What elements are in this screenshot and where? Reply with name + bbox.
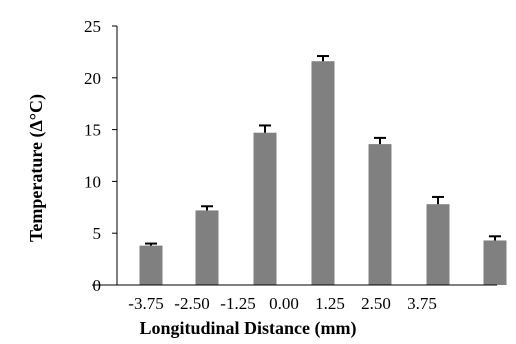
y-tick-label: 20	[84, 69, 101, 88]
x-tick-label: -3.75	[128, 294, 163, 313]
bar	[426, 204, 450, 285]
x-axis-ticks: -3.75 -2.50 -1.25 0.00 1.25 2.50 3.75	[128, 294, 437, 313]
y-tick-label: 15	[84, 121, 101, 140]
bar	[483, 240, 507, 285]
y-tick-label: 25	[84, 17, 101, 36]
x-axis-title: Longitudinal Distance (mm)	[139, 318, 356, 339]
bar	[253, 132, 277, 285]
x-tick-label: 2.50	[361, 294, 391, 313]
x-tick-label: 1.25	[315, 294, 345, 313]
x-tick-label: 3.75	[407, 294, 437, 313]
x-tick-label: 0.00	[269, 294, 299, 313]
bar	[311, 61, 335, 285]
y-axis-title: Temperature (Δ°C)	[26, 94, 47, 242]
y-tick-label: 5	[93, 224, 102, 243]
bar	[139, 245, 163, 285]
bar	[368, 144, 392, 285]
x-tick-label: -2.50	[174, 294, 209, 313]
error-bars	[145, 55, 501, 246]
bar	[195, 210, 219, 285]
bar-series	[139, 61, 507, 285]
y-tick-label: 10	[84, 172, 101, 191]
x-tick-label: -1.25	[220, 294, 255, 313]
